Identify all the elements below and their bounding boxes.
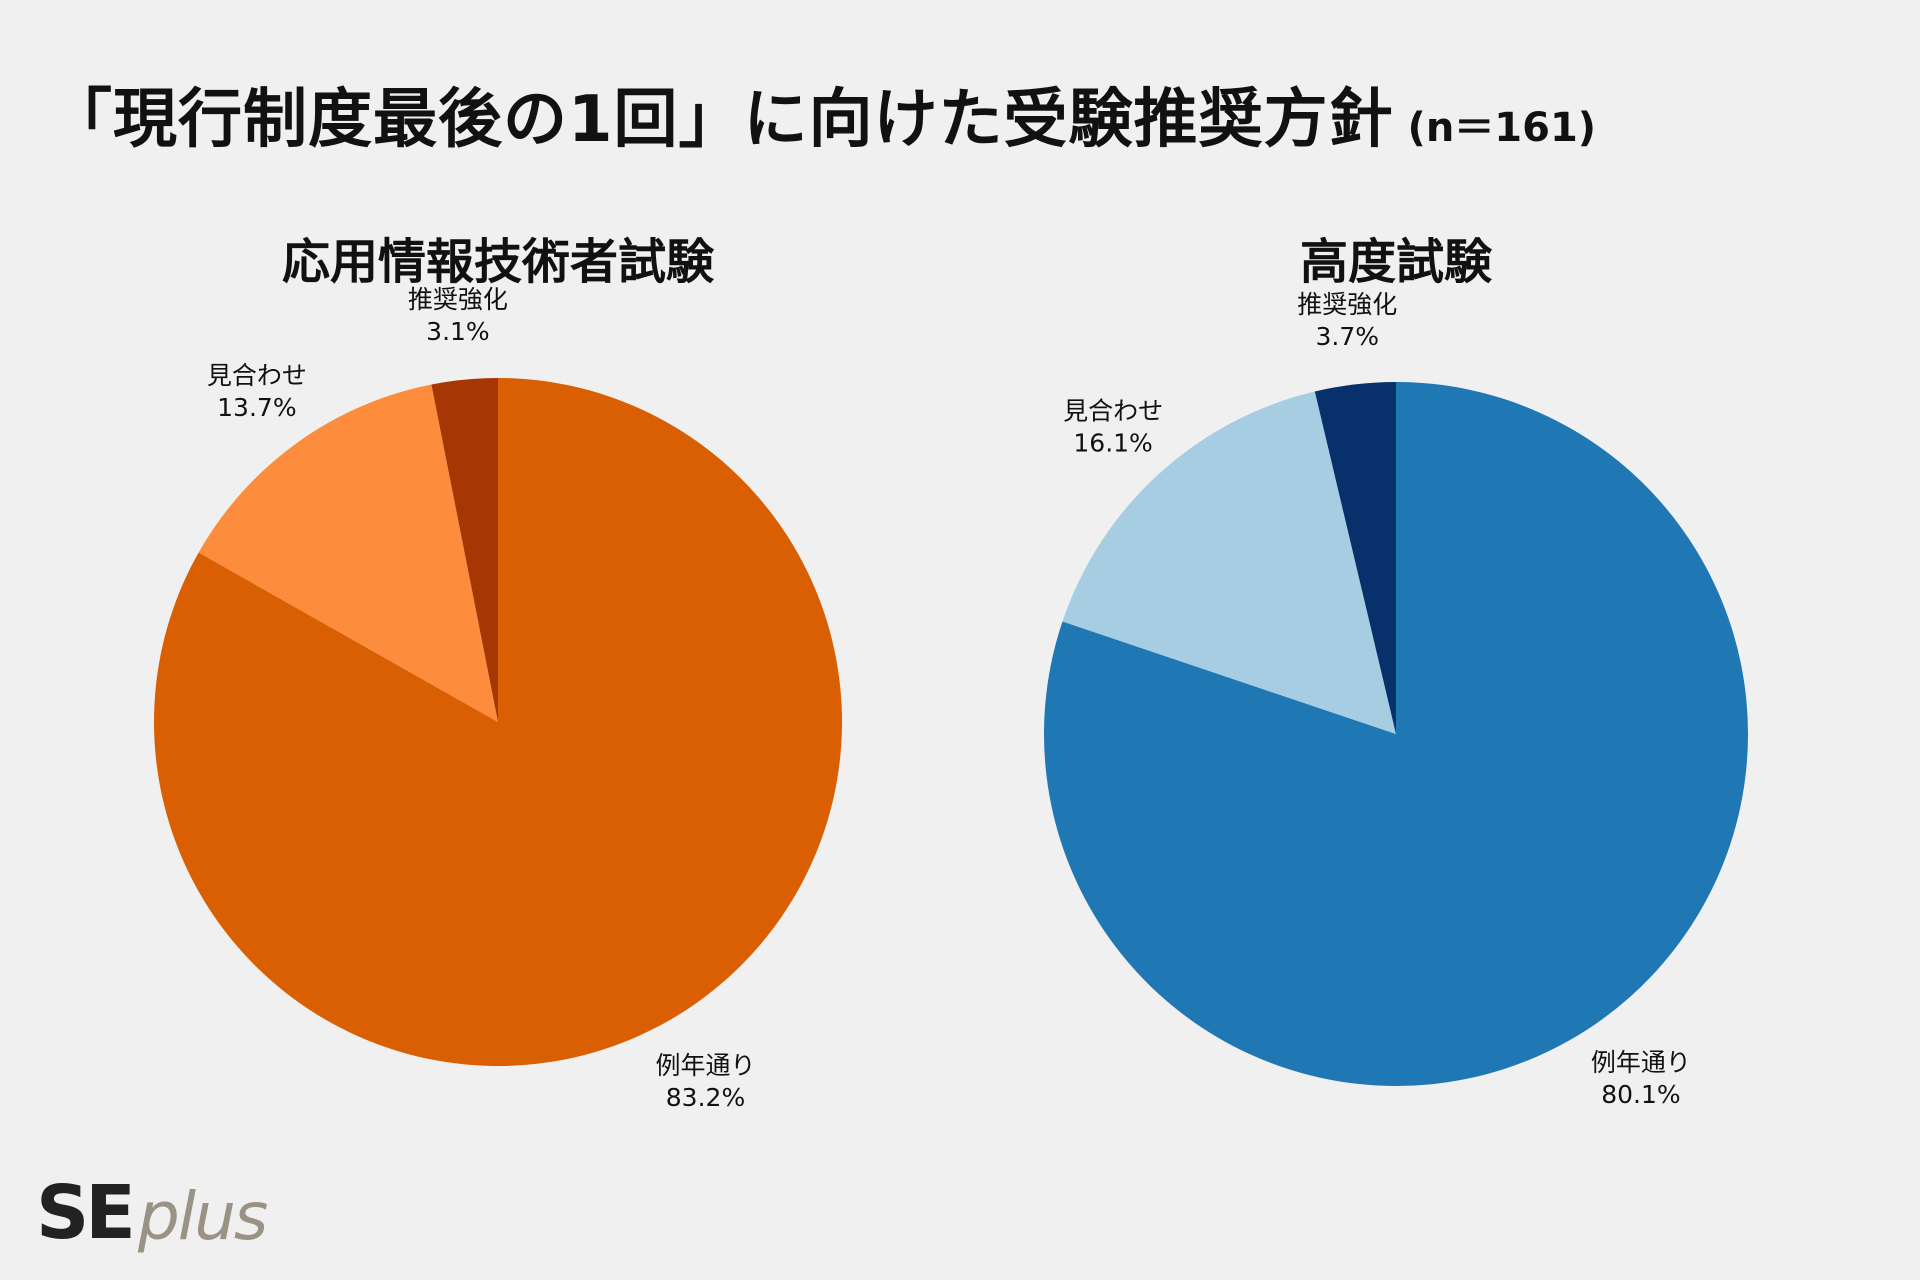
pie-label-advanced-postpone: 見合わせ 16.1% [1063,397,1163,458]
pie-slice-applied-regular [153,378,843,1067]
chart-title-advanced: 高度試験 [1299,234,1493,290]
logo-se: SE [36,1170,136,1256]
sample-size: (n＝161) [1407,105,1597,151]
pie-label-advanced-regular: 例年通り 80.1% [1591,1048,1691,1109]
pie-label-value-applied-postpone: 13.7% [217,393,296,422]
chart-title-applied: 応用情報技術者試験 [281,234,715,290]
pie-label-name-applied-regular: 例年通り [655,1051,755,1080]
pie-label-applied-regular: 例年通り 83.2% [655,1051,755,1112]
title-row: 「現行制度最後の1回」に向けた受験推奨方針 (n＝161) [48,68,1596,160]
pie-label-applied-encourage: 推奨強化 3.1% [408,285,508,346]
pie-label-advanced-encourage: 推奨強化 3.7% [1297,290,1397,351]
pie-label-name-advanced-postpone: 見合わせ [1063,397,1163,426]
pie-label-name-applied-encourage: 推奨強化 [408,285,508,314]
pie-label-value-applied-regular: 83.2% [666,1083,745,1112]
pie-slice-advanced-regular [1044,382,1748,1087]
pie-label-value-applied-encourage: 3.1% [426,317,490,346]
pie-slice-advanced-encourage [1314,382,1396,734]
pie-label-name-advanced-encourage: 推奨強化 [1297,290,1397,319]
pie-label-name-advanced-regular: 例年通り [1591,1048,1691,1077]
pie-slice-advanced-postpone [1062,391,1396,734]
pie-slice-applied-postpone [198,384,498,722]
page-title: 「現行制度最後の1回」に向けた受験推奨方針 [48,83,1394,157]
pie-label-name-applied-postpone: 見合わせ [207,361,307,390]
seplus-logo: SE plus [36,1170,268,1256]
pie-label-applied-postpone: 見合わせ 13.7% [207,361,307,422]
pie-label-value-advanced-regular: 80.1% [1601,1080,1680,1109]
pie-label-value-advanced-encourage: 3.7% [1315,322,1379,351]
pie-label-value-advanced-postpone: 16.1% [1073,429,1152,458]
pie-slice-applied-encourage [431,378,498,722]
logo-plus: plus [137,1178,268,1255]
